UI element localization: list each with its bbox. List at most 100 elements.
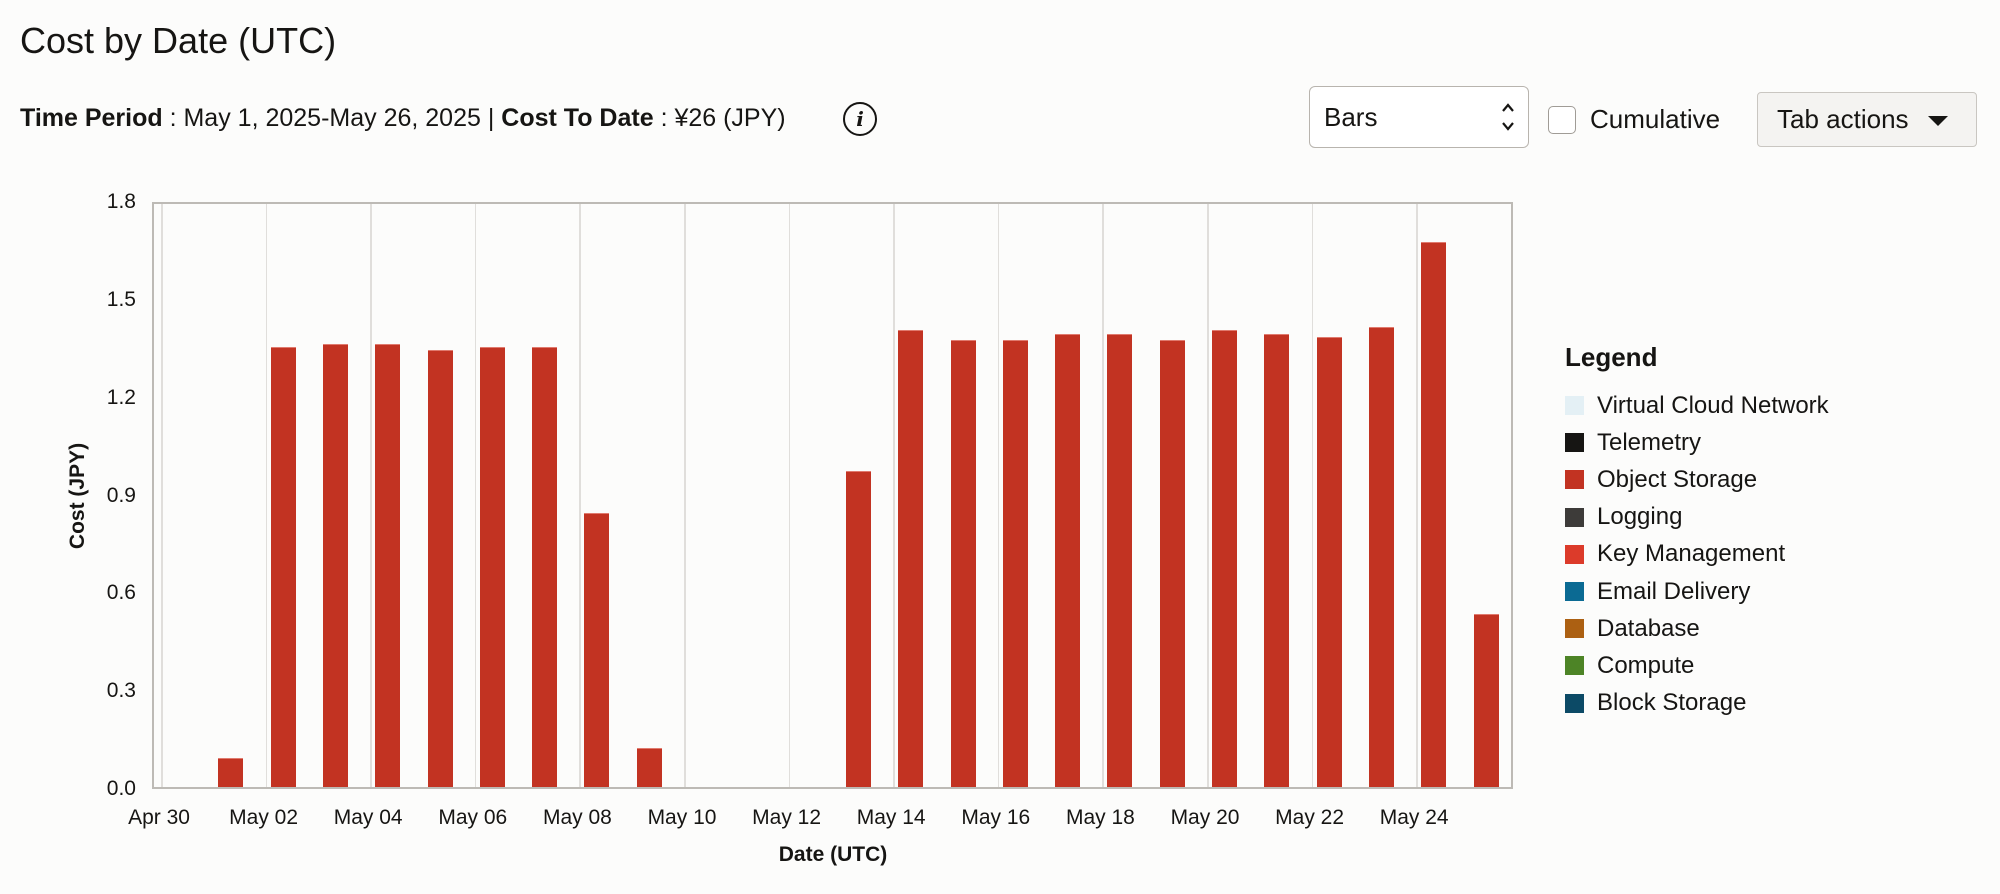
bar-may-21[interactable] (1264, 333, 1290, 787)
x-tick-label: May 16 (961, 806, 1031, 829)
x-tick-label: May 04 (333, 806, 403, 829)
cumulative-checkbox[interactable] (1548, 105, 1576, 134)
gridline (997, 204, 1000, 787)
legend-label: Compute (1597, 651, 1695, 679)
gridline (1207, 204, 1209, 787)
bar-may-22[interactable] (1316, 336, 1342, 787)
bar-may-06[interactable] (479, 346, 505, 787)
legend-label: Block Storage (1597, 689, 1747, 717)
gridline (893, 204, 895, 787)
bar-may-08[interactable] (584, 513, 610, 787)
gridline (684, 204, 686, 787)
x-tick-label: May 12 (752, 806, 822, 829)
legend-swatch-icon (1565, 693, 1584, 713)
chart-type-select[interactable]: Bars (1309, 86, 1529, 148)
legend-swatch-icon (1565, 507, 1584, 527)
bar-may-01[interactable] (218, 757, 244, 787)
legend-label: Key Management (1597, 540, 1786, 568)
x-tick-label: May 06 (438, 806, 508, 829)
page-title: Cost by Date (UTC) (20, 20, 337, 61)
y-axis-label: Cost (JPY) (66, 442, 89, 550)
y-tick-label: 1.2 (106, 385, 136, 409)
x-tick-label: May 20 (1170, 806, 1240, 829)
time-period-label: Time Period (20, 104, 163, 132)
caret-down-icon (1928, 116, 1948, 126)
legend-swatch-icon (1565, 433, 1584, 453)
legend-item[interactable]: Compute (1565, 647, 1829, 684)
gridline (1311, 204, 1314, 787)
bar-may-13[interactable] (845, 470, 871, 787)
gridline (1416, 204, 1418, 787)
legend-swatch-icon (1565, 544, 1584, 564)
info-icon[interactable]: i (843, 102, 877, 136)
cost-to-date-label: Cost To Date (501, 104, 654, 132)
legend-swatch-icon (1565, 656, 1584, 676)
legend-swatch-icon (1565, 396, 1584, 416)
x-tick-label: May 22 (1275, 806, 1345, 829)
chart-plot-area (152, 202, 1513, 789)
legend-item[interactable]: Block Storage (1565, 685, 1829, 722)
gridline (788, 204, 791, 787)
legend-label: Logging (1597, 503, 1683, 531)
legend-item[interactable]: Key Management (1565, 536, 1829, 573)
legend-swatch-icon (1565, 582, 1584, 602)
cost-summary: Time Period : May 1, 2025-May 26, 2025 |… (20, 104, 786, 133)
legend-item[interactable]: Logging (1565, 499, 1829, 536)
tab-actions-button[interactable]: Tab actions (1757, 92, 1977, 147)
y-tick-label: 0.0 (106, 777, 136, 800)
time-period-value: : May 1, 2025-May 26, 2025 | (169, 104, 495, 132)
cost-to-date-value: : ¥26 (JPY) (660, 104, 786, 132)
bar-may-16[interactable] (1002, 340, 1028, 787)
y-tick-label: 1.8 (106, 190, 136, 213)
y-tick-label: 0.3 (106, 679, 136, 703)
gridline (579, 204, 581, 787)
legend-item[interactable]: Database (1565, 610, 1829, 647)
bar-may-18[interactable] (1107, 333, 1133, 787)
legend-item[interactable]: Telemetry (1565, 424, 1829, 461)
bar-may-09[interactable] (636, 747, 662, 787)
x-tick-label: May 24 (1379, 806, 1449, 829)
legend-item[interactable]: Email Delivery (1565, 573, 1829, 610)
legend-label: Database (1597, 614, 1700, 642)
gridline (265, 204, 268, 787)
gridline (474, 204, 477, 787)
y-tick-label: 0.6 (106, 581, 136, 605)
bar-may-02[interactable] (270, 346, 296, 787)
legend-swatch-icon (1565, 470, 1584, 490)
y-tick-label: 0.9 (106, 483, 136, 507)
x-tick-label: May 10 (647, 806, 717, 829)
x-tick-label: May 02 (229, 806, 299, 829)
x-tick-label: May 08 (542, 806, 612, 829)
bar-may-24[interactable] (1421, 242, 1447, 787)
legend-item[interactable]: Virtual Cloud Network (1565, 387, 1829, 424)
bar-may-05[interactable] (427, 350, 453, 787)
legend-title: Legend (1565, 342, 1658, 372)
bar-may-15[interactable] (950, 340, 976, 787)
bar-may-14[interactable] (898, 330, 924, 787)
x-axis-label: Date (UTC) (778, 843, 888, 866)
bar-may-17[interactable] (1055, 333, 1081, 787)
legend-label: Object Storage (1597, 465, 1758, 493)
bar-may-04[interactable] (375, 343, 401, 787)
cumulative-label: Cumulative (1590, 104, 1721, 134)
bar-may-19[interactable] (1159, 340, 1185, 787)
chart-type-value: Bars (1324, 101, 1378, 132)
gridline (161, 204, 163, 787)
chart-legend: Legend Virtual Cloud Network Telemetry Obj… (1565, 342, 1829, 722)
bar-may-03[interactable] (322, 343, 348, 787)
x-tick-label: May 14 (856, 806, 926, 829)
bar-may-23[interactable] (1368, 327, 1394, 787)
cumulative-toggle[interactable]: Cumulative (1548, 104, 1720, 135)
bar-may-20[interactable] (1212, 330, 1237, 787)
bar-may-07[interactable] (532, 346, 558, 787)
gridline (1102, 204, 1104, 787)
bar-may-25[interactable] (1473, 614, 1499, 787)
x-tick-label: Apr 30 (128, 806, 190, 829)
gridline (370, 204, 372, 787)
tab-actions-label: Tab actions (1777, 104, 1909, 134)
legend-label: Email Delivery (1597, 577, 1751, 605)
legend-label: Virtual Cloud Network (1597, 391, 1829, 419)
y-tick-label: 1.5 (106, 287, 136, 311)
legend-item[interactable]: Object Storage (1565, 461, 1829, 498)
legend-label: Telemetry (1597, 428, 1702, 456)
